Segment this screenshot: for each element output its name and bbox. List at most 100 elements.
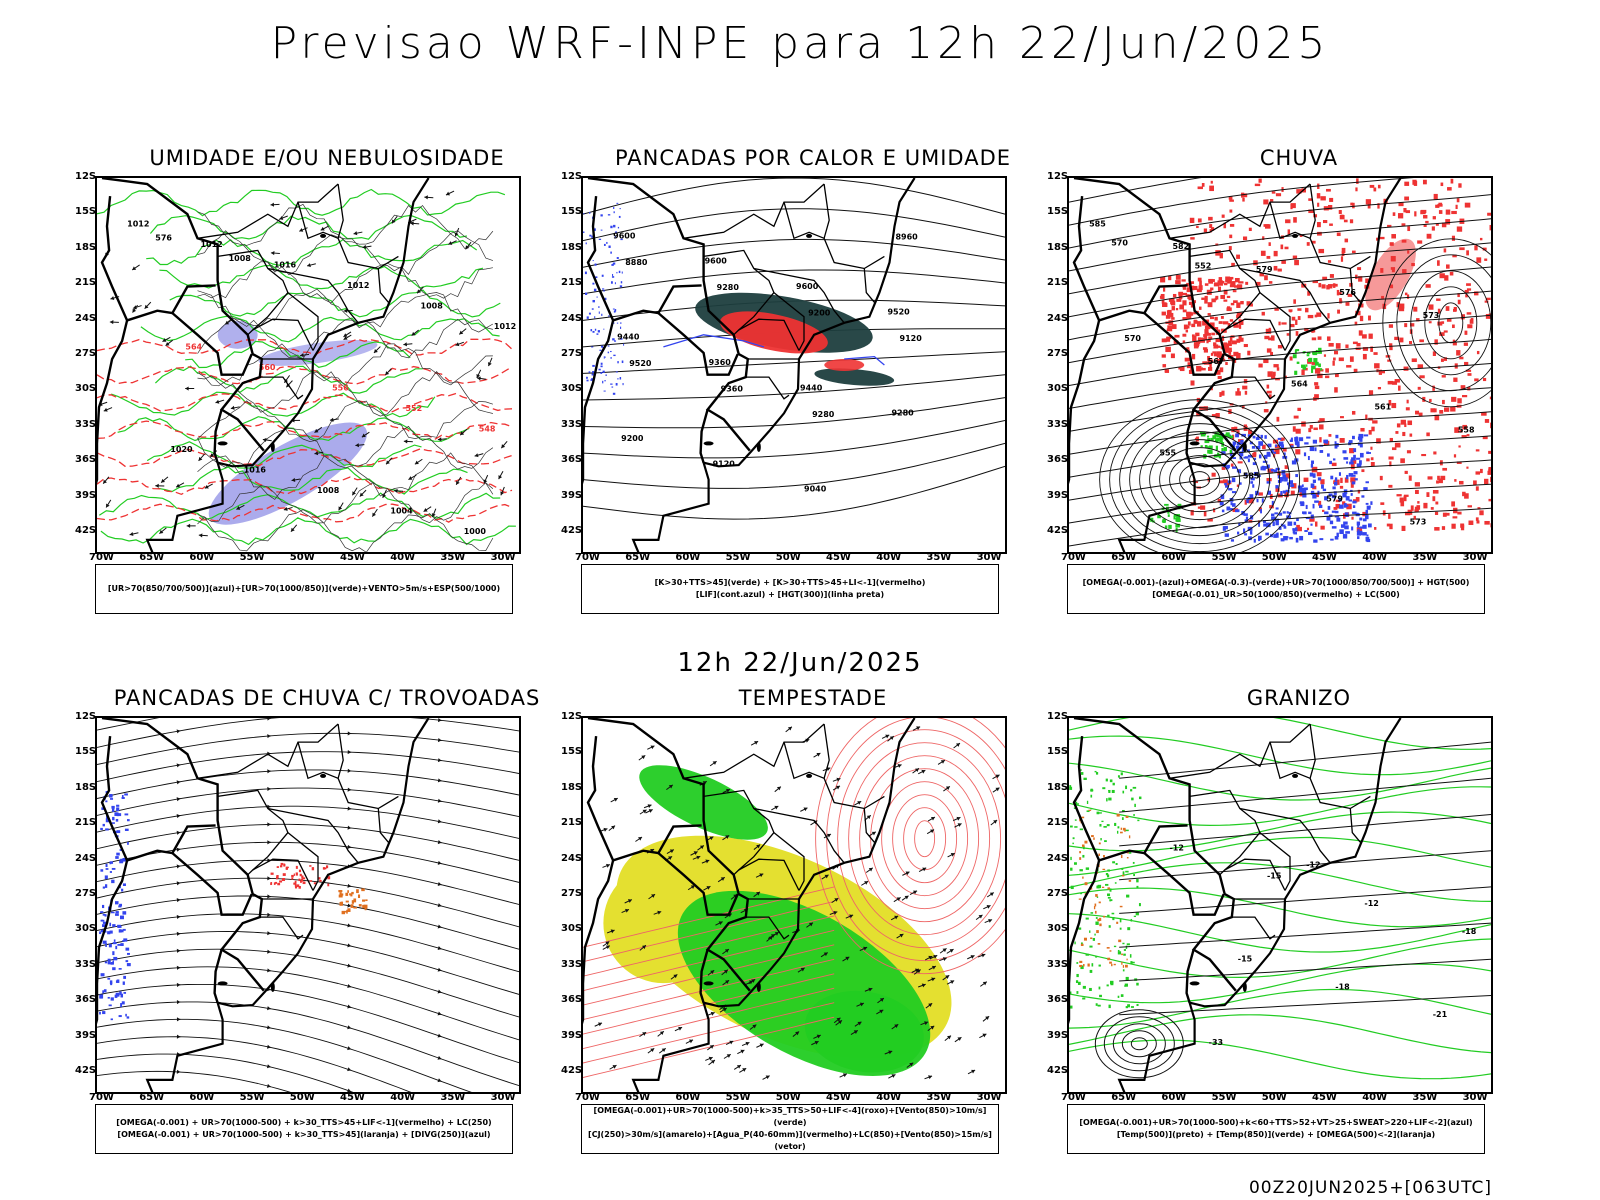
pressure-contour — [197, 203, 494, 249]
omega-ur-red-area — [1211, 472, 1216, 477]
omega-ur-red-area — [1417, 240, 1423, 244]
omega-ur-red-area — [1425, 220, 1429, 224]
temp-850-green-contour — [1106, 984, 1109, 987]
country-border — [171, 312, 253, 376]
wind-vector — [132, 266, 137, 270]
omega-blue-area — [1334, 510, 1339, 514]
omega-500-orange-area — [1098, 853, 1100, 856]
omega-ur-red-area — [1170, 312, 1174, 318]
trough-contour — [1099, 399, 1301, 552]
omega-ur-red-area — [1317, 420, 1321, 423]
state-border — [863, 268, 875, 303]
wind-vector — [726, 1054, 731, 1058]
streamline-250 — [347, 1067, 352, 1072]
longitude-label: 35W — [1412, 1092, 1438, 1103]
omega-500-orange-area — [1118, 939, 1122, 943]
divergence-blue-area — [119, 903, 123, 907]
omega-ur-red-area — [1370, 461, 1375, 467]
wind-vector — [132, 308, 137, 313]
wind-vector — [928, 1003, 933, 1008]
wind-vector — [930, 829, 935, 834]
omega-ur-red-area — [1267, 468, 1273, 473]
temp-850-green-contour — [1108, 925, 1111, 928]
streamline-250 — [176, 847, 181, 852]
contour-label: 548 — [479, 424, 496, 433]
latitude-label: 12S — [1047, 171, 1069, 182]
height-500-contour — [1069, 314, 1491, 364]
omega-500-orange-area — [1121, 874, 1125, 877]
omega-ur-red-area — [1201, 183, 1205, 187]
temp-850-green-contour — [1136, 982, 1139, 986]
temp-850-green-contour — [1076, 962, 1079, 964]
streamline-250 — [97, 983, 519, 1064]
omega-blue-area — [1280, 490, 1283, 496]
omega-blue-area — [1334, 477, 1338, 482]
latitude-label: 12S — [75, 711, 97, 722]
lif-blue-contour — [610, 281, 613, 284]
omega-ur-red-area — [1317, 373, 1323, 379]
omega-ur-red-area — [1365, 414, 1368, 420]
omega-ur-red-area — [1263, 409, 1269, 413]
omega-ur-red-area — [1172, 293, 1177, 298]
omega-ur-red-area — [1164, 338, 1168, 342]
thickness-red-contour — [97, 448, 513, 468]
wind-vector — [725, 835, 730, 839]
omega-ur-red-area — [1346, 503, 1352, 510]
wind-vector — [362, 244, 367, 250]
omega-ur-red-area — [1484, 258, 1488, 261]
wind-vector — [879, 1009, 884, 1014]
omega-ur-red-area — [1270, 335, 1275, 341]
temp-850-green-contour — [1127, 927, 1131, 931]
pressure-contour — [197, 288, 494, 333]
lake-marker — [1189, 441, 1200, 446]
divergence-blue-area — [100, 911, 104, 914]
wind-vector — [657, 910, 662, 915]
wind-vector — [161, 478, 166, 483]
lif-blue-contour — [589, 234, 592, 237]
omega-ur-red-area — [1219, 480, 1224, 484]
height-300-contour — [583, 238, 1005, 268]
temp-850-green-contour — [1122, 871, 1125, 875]
wind-vector — [198, 533, 203, 538]
high-contour — [1424, 286, 1478, 360]
latitude-label: 36S — [561, 454, 583, 466]
wind-vector — [709, 1045, 714, 1049]
streamline-250 — [437, 798, 442, 803]
panel-title: PANCADAS POR CALOR E UMIDADE — [614, 146, 1012, 170]
lif-blue-contour — [610, 350, 612, 353]
omega-green-area — [1320, 368, 1323, 371]
omega-blue-area — [1286, 482, 1290, 486]
omega-green-area — [1177, 503, 1182, 507]
omega-blue-area — [1324, 496, 1328, 501]
omega-ur-red-area — [1248, 429, 1252, 435]
omega-ur-red-area — [1459, 356, 1464, 360]
wind-vector — [765, 1075, 770, 1080]
streamline-250 — [97, 895, 519, 950]
omega-500-orange-area — [1079, 851, 1082, 854]
height-500-contour — [1069, 363, 1491, 409]
omega-blue-area — [1266, 464, 1270, 469]
omega-ur-red-area — [1216, 359, 1223, 363]
panel-title: GRANIZO — [1246, 686, 1352, 710]
omega-ur-red-area — [1200, 285, 1203, 291]
thunderstorm-red-area — [276, 866, 279, 868]
omega-ur-red-area — [1297, 308, 1302, 311]
omega-ur-red-area — [1307, 314, 1314, 319]
omega-ur-red-area — [1167, 325, 1173, 329]
temp-850-green-contour — [1083, 846, 1085, 850]
omega-blue-area — [1241, 447, 1245, 450]
wind-vector — [338, 506, 343, 511]
omega-blue-area — [1343, 521, 1348, 525]
omega-ur-red-area — [1234, 277, 1240, 283]
omega-ur-red-area — [1258, 363, 1263, 368]
omega-ur-red-area — [1334, 387, 1338, 393]
omega-blue-area — [1232, 466, 1237, 469]
omega-blue-area — [1295, 537, 1299, 543]
omega-ur-red-area — [1340, 256, 1344, 262]
thickness-red-contour — [97, 365, 513, 385]
streamline-850 — [583, 958, 835, 1021]
wind-vector — [448, 241, 453, 245]
omega-ur-red-area — [1257, 520, 1261, 523]
omega-ur-red-area — [1274, 307, 1279, 311]
omega-green-area — [1199, 431, 1203, 434]
